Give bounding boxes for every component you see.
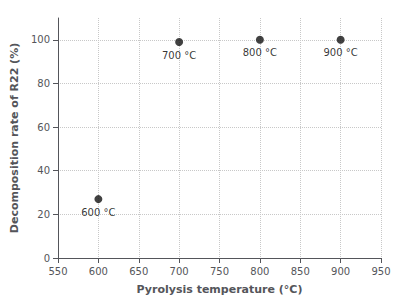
svg-text:Pyrolysis temperature (°C): Pyrolysis temperature (°C) xyxy=(137,283,303,296)
svg-text:700: 700 xyxy=(170,266,189,277)
svg-text:700 °C: 700 °C xyxy=(162,50,196,61)
svg-text:950: 950 xyxy=(371,266,390,277)
svg-text:900 °C: 900 °C xyxy=(324,47,358,58)
svg-text:650: 650 xyxy=(129,266,148,277)
svg-text:20: 20 xyxy=(37,209,50,220)
svg-text:Decomposition rate of R22 (%): Decomposition rate of R22 (%) xyxy=(8,43,21,233)
svg-text:800 °C: 800 °C xyxy=(243,47,277,58)
svg-text:0: 0 xyxy=(44,253,50,264)
svg-text:600: 600 xyxy=(89,266,108,277)
svg-text:600 °C: 600 °C xyxy=(81,207,115,218)
svg-text:850: 850 xyxy=(291,266,310,277)
svg-text:100: 100 xyxy=(31,34,50,45)
svg-text:750: 750 xyxy=(210,266,229,277)
svg-text:60: 60 xyxy=(37,122,50,133)
svg-text:40: 40 xyxy=(37,165,50,176)
svg-text:550: 550 xyxy=(48,266,67,277)
svg-text:80: 80 xyxy=(37,78,50,89)
svg-text:900: 900 xyxy=(331,266,350,277)
svg-text:800: 800 xyxy=(250,266,269,277)
